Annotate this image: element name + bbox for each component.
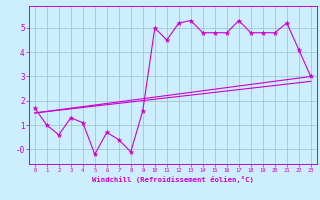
X-axis label: Windchill (Refroidissement éolien,°C): Windchill (Refroidissement éolien,°C) bbox=[92, 176, 254, 183]
